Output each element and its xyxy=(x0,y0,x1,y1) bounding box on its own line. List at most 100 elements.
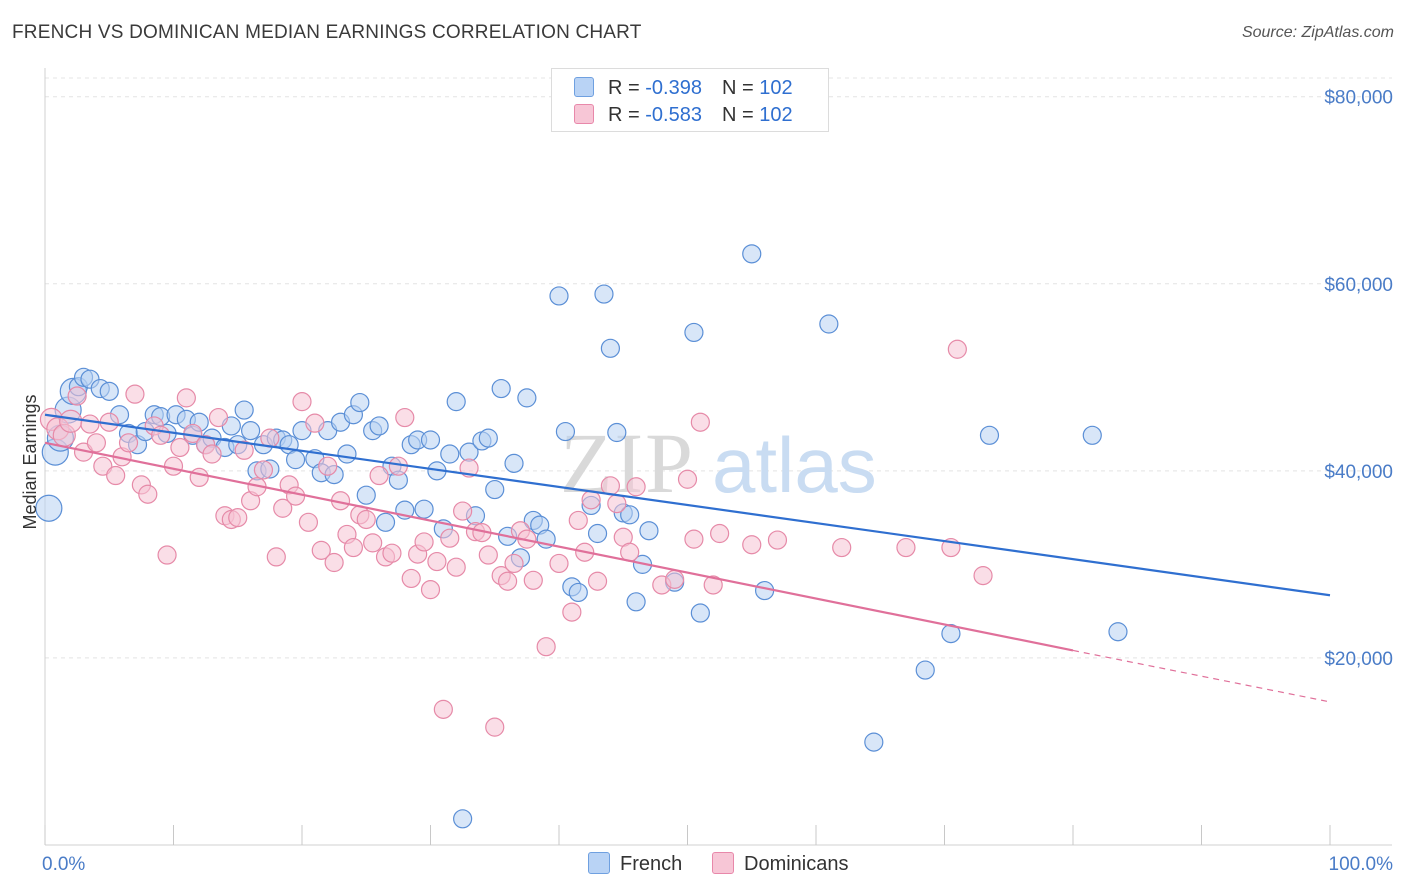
point-dominicans xyxy=(401,568,421,589)
point-dominicans xyxy=(343,537,363,558)
point-french xyxy=(234,400,254,420)
watermark-zip: ZIP xyxy=(560,415,695,511)
watermark: ZIP atlas xyxy=(560,415,877,511)
point-dominicans xyxy=(973,566,993,586)
point-dominicans xyxy=(742,535,762,555)
point-dominicans xyxy=(549,553,569,574)
point-french xyxy=(620,505,640,525)
point-french xyxy=(350,392,370,413)
point-french xyxy=(285,450,306,470)
point-french xyxy=(626,592,646,612)
series-french-points xyxy=(35,244,1128,829)
legend-r-value: -0.583 xyxy=(645,104,702,126)
point-dominicans xyxy=(832,537,852,558)
y-tick-label: $20,000 xyxy=(1324,649,1393,670)
point-dominicans xyxy=(86,433,107,453)
legend-row-french: R = -0.398 N = 102 xyxy=(574,77,793,101)
point-french xyxy=(35,494,63,522)
legend-swatch-dominicans xyxy=(574,104,594,124)
point-dominicans xyxy=(433,699,453,719)
point-french xyxy=(446,392,466,412)
y-tick-label: $40,000 xyxy=(1324,462,1393,483)
point-french xyxy=(453,809,473,829)
point-french xyxy=(684,322,704,343)
point-french xyxy=(555,421,576,442)
point-dominicans xyxy=(369,465,389,486)
bottom-legend-french: French xyxy=(588,852,682,876)
point-dominicans xyxy=(285,486,306,506)
point-dominicans xyxy=(710,523,730,544)
bottom-legend-swatch-dominicans xyxy=(712,852,734,874)
point-french xyxy=(864,732,884,752)
point-french xyxy=(1108,622,1128,642)
point-dominicans xyxy=(690,412,710,432)
point-french xyxy=(587,523,608,544)
point-dominicans xyxy=(311,540,331,560)
point-french xyxy=(491,378,511,399)
point-french xyxy=(819,314,839,334)
legend-r-label: R = xyxy=(608,77,646,99)
point-dominicans xyxy=(453,501,473,521)
x-tick-labels: 0.0% 100.0% xyxy=(42,854,1393,875)
point-dominicans xyxy=(414,532,434,552)
point-dominicans xyxy=(80,414,100,434)
point-dominicans xyxy=(504,553,524,574)
point-dominicans xyxy=(292,392,312,412)
point-dominicans xyxy=(767,530,788,550)
point-french xyxy=(941,624,961,644)
point-french xyxy=(568,582,588,603)
point-dominicans xyxy=(208,407,229,428)
point-dominicans xyxy=(202,444,222,464)
point-dominicans xyxy=(684,529,704,549)
point-french xyxy=(241,421,261,441)
point-french xyxy=(690,603,710,623)
legend-n-value: 102 xyxy=(759,104,793,126)
point-dominicans xyxy=(536,637,556,657)
point-dominicans xyxy=(446,557,466,577)
point-french xyxy=(504,453,524,473)
legend-n-label: N = xyxy=(721,77,760,99)
point-dominicans xyxy=(581,490,601,510)
point-dominicans xyxy=(568,510,588,531)
bottom-legend-swatch-french xyxy=(588,852,610,874)
y-tick-label: $80,000 xyxy=(1324,88,1393,109)
point-french xyxy=(742,244,762,264)
point-french xyxy=(754,580,775,601)
point-french xyxy=(356,485,376,505)
point-dominicans xyxy=(176,388,196,408)
point-dominicans xyxy=(157,545,177,565)
grid-lines xyxy=(45,77,1392,659)
point-dominicans xyxy=(305,413,325,433)
watermark-atlas: atlas xyxy=(712,421,877,509)
point-dominicans xyxy=(363,533,383,553)
x-tick-label: 100.0% xyxy=(1329,854,1394,875)
point-french xyxy=(549,286,569,306)
point-dominicans xyxy=(947,339,967,359)
point-dominicans xyxy=(163,456,184,476)
y-tick-labels: $20,000 $40,000 $60,000 $80,000 xyxy=(1324,88,1393,670)
point-french xyxy=(594,284,614,304)
point-dominicans xyxy=(318,456,338,476)
point-dominicans xyxy=(273,498,293,518)
point-french xyxy=(369,416,389,436)
legend-r-value: -0.398 xyxy=(645,77,702,99)
point-dominicans xyxy=(665,569,685,589)
bottom-legend-label: Dominicans xyxy=(744,853,849,875)
series-dominicans-points xyxy=(39,339,993,737)
point-dominicans xyxy=(356,509,376,530)
point-dominicans xyxy=(427,551,447,572)
point-french xyxy=(440,444,460,464)
point-dominicans xyxy=(607,493,627,514)
y-axis-label: Median Earnings xyxy=(20,394,40,529)
point-dominicans xyxy=(93,456,113,476)
point-french xyxy=(915,660,935,680)
legend-r-label: R = xyxy=(608,104,646,126)
point-french xyxy=(517,388,537,408)
point-dominicans xyxy=(459,458,479,478)
point-french xyxy=(600,338,621,358)
point-french xyxy=(99,381,119,401)
point-dominicans xyxy=(677,469,698,489)
point-dominicans xyxy=(523,570,543,590)
point-dominicans xyxy=(485,717,505,737)
point-dominicans xyxy=(626,477,646,497)
